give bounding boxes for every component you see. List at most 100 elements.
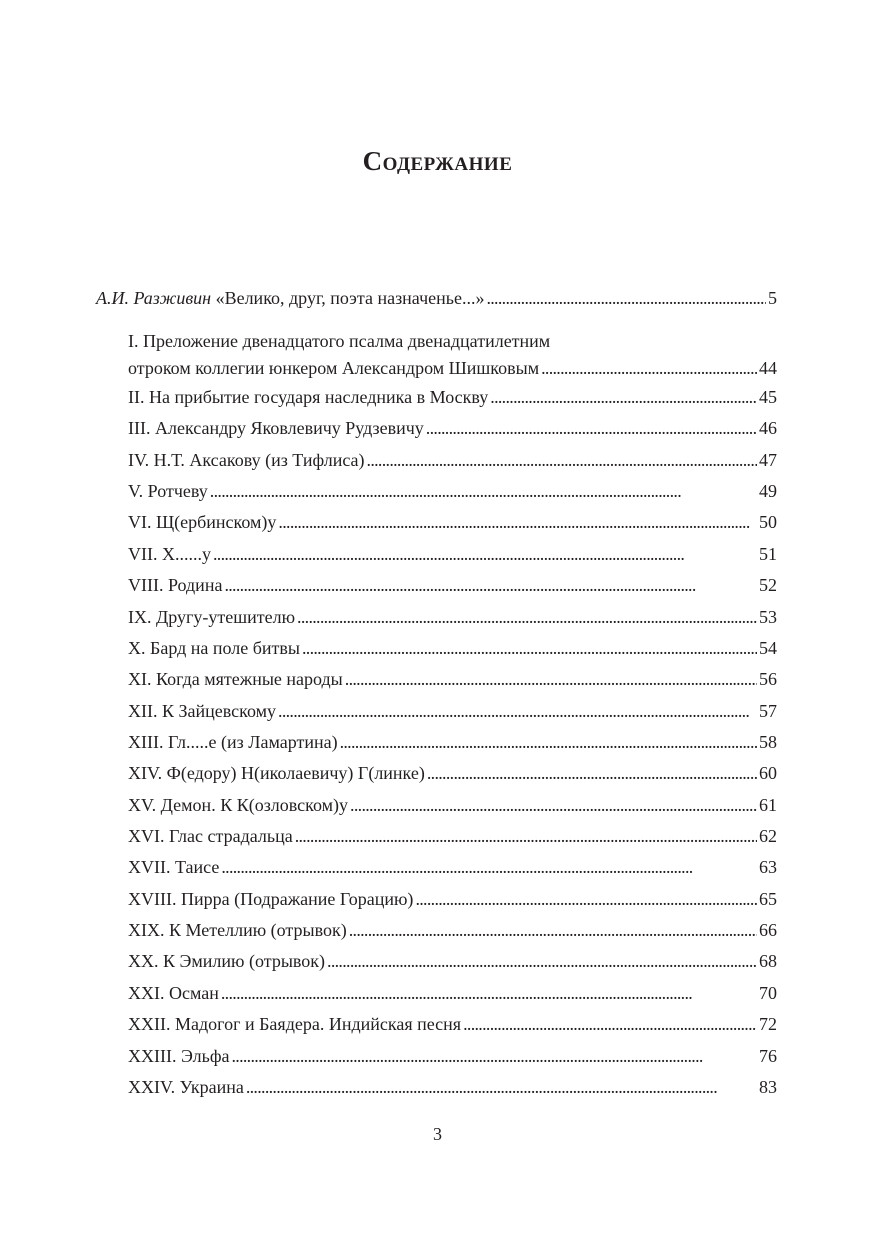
toc-entry-label: VII. Х......у — [128, 543, 211, 564]
toc-entry-intro: А.И. Разживин «Велико, друг, поэта назна… — [96, 287, 777, 309]
toc-entry: XIII. Гл.....е (из Ламартина) 58 — [128, 731, 777, 753]
toc-entry: X. Бард на поле битвы 54 — [128, 637, 777, 659]
dot-leader — [490, 386, 757, 408]
page-number: 3 — [433, 1124, 442, 1144]
toc-entry-label: VI. Щ(ербинском)у — [128, 512, 277, 533]
dot-leader — [345, 668, 757, 690]
toc-entry-label: VIII. Родина — [128, 575, 223, 596]
toc-entry-page: 49 — [759, 481, 777, 502]
dot-leader — [224, 574, 757, 596]
toc-entry-page: 46 — [759, 418, 777, 439]
dot-leader — [541, 357, 757, 379]
toc-entry-page: 72 — [759, 1014, 777, 1035]
toc-entry: XIX. К Метеллию (отрывок) 66 — [128, 919, 777, 941]
toc-entry-title: «Велико, друг, поэта назначенье...» — [215, 288, 485, 308]
dot-leader — [350, 794, 757, 816]
toc-entry: V. Ротчеву 49 — [128, 480, 777, 502]
toc-entry-page: 83 — [759, 1076, 777, 1097]
toc-entry: XVIII. Пирра (Подражание Горацию) 65 — [128, 888, 777, 910]
toc-entry-label: XXII. Мадогог и Баядера. Индийская песня — [128, 1014, 462, 1035]
toc-entry-label: XVII. Таисе — [128, 857, 220, 878]
toc-entry-page: 68 — [759, 951, 777, 972]
dot-leader — [340, 731, 757, 753]
toc-entry-label-line2: отроком коллегии юнкером Александром Шиш… — [128, 358, 540, 378]
dot-leader — [367, 449, 757, 471]
toc-entry: XXII. Мадогог и Баядера. Индийская песня… — [128, 1013, 777, 1035]
toc-entry-author: А.И. Разживин — [96, 288, 212, 308]
toc-entry-label: IV. Н.Т. Аксакову (из Тифлиса) — [128, 449, 365, 470]
toc-entry-label: XIX. К Метеллию (отрывок) — [128, 920, 347, 941]
dot-leader — [302, 637, 757, 659]
toc-entry-page: 5 — [768, 288, 777, 308]
toc-entry-page: 56 — [759, 669, 777, 690]
toc-entry-page: 57 — [759, 700, 777, 721]
toc-entry-label: А.И. Разживин «Велико, друг, поэта назна… — [96, 287, 484, 309]
dot-leader — [426, 417, 757, 439]
toc-entry-label: XII. К Зайцевскому — [128, 700, 277, 721]
toc-entry: XV. Демон. К К(озловском)у 61 — [128, 794, 777, 816]
toc-entry-page: 45 — [759, 387, 777, 407]
dot-leader — [415, 888, 757, 910]
dot-leader — [246, 1076, 757, 1098]
page-title: Содержание — [362, 146, 513, 176]
toc-entry-page: 65 — [759, 888, 777, 909]
dot-leader — [210, 480, 757, 502]
toc-entry-page: 60 — [759, 763, 777, 784]
toc-entry-label: XXI. Осман — [128, 982, 219, 1003]
dot-leader — [427, 762, 757, 784]
toc-entry-label: XVIII. Пирра (Подражание Горацию) — [128, 888, 414, 909]
toc-entry-label: XXIV. Украина — [128, 1076, 244, 1097]
toc-entry-page: 52 — [759, 575, 777, 596]
toc-entry: отроком коллегии юнкером Александром Шиш… — [128, 357, 777, 379]
toc-entry-page: 76 — [759, 1045, 777, 1066]
toc-entry-label: XIII. Гл.....е (из Ламартина) — [128, 731, 338, 752]
toc-entry-page: 63 — [759, 857, 777, 878]
toc-entry: XXIV. Украина 83 — [128, 1076, 777, 1098]
dot-leader — [297, 606, 757, 628]
toc-entry: XVI. Глас страдальца 62 — [128, 825, 777, 847]
dot-leader — [213, 543, 757, 565]
toc-entry: XI. Когда мятежные народы 56 — [128, 668, 777, 690]
toc-entry-label: XX. К Эмилию (отрывок) — [128, 951, 326, 972]
toc-entry-label: IX. Другу-утешителю — [128, 606, 296, 627]
toc-entry-label: XVI. Глас страдальца — [128, 826, 293, 847]
toc-entry: XII. К Зайцевскому 57 — [128, 700, 777, 722]
toc-entry: XXI. Осман 70 — [128, 982, 777, 1004]
toc-entry: VIII. Родина 52 — [128, 574, 777, 596]
toc-entry-page: 66 — [759, 920, 777, 941]
dot-leader — [278, 511, 757, 533]
toc-entry-page: 70 — [759, 982, 777, 1003]
dot-leader — [221, 856, 757, 878]
toc-entry-label-line1: I. Преложение двенадцатого псалма двенад… — [128, 331, 551, 351]
toc-entry-label: XIV. Ф(едору) Н(иколаевичу) Г(линке) — [128, 763, 425, 784]
toc-entry: XVII. Таисе 63 — [128, 856, 777, 878]
dot-leader — [231, 1045, 757, 1067]
dot-leader — [349, 919, 757, 941]
dot-leader — [327, 950, 757, 972]
toc-entry: XXIII. Эльфа 76 — [128, 1045, 777, 1067]
toc-entry-label: XI. Когда мятежные народы — [128, 669, 343, 690]
toc-entry-page: 62 — [759, 826, 777, 847]
dot-leader — [463, 1013, 757, 1035]
toc-entry-page: 51 — [759, 543, 777, 564]
dot-leader — [295, 825, 757, 847]
toc-entry: IV. Н.Т. Аксакову (из Тифлиса) 47 — [128, 449, 777, 471]
toc-entry: III. Александру Яковлевичу Рудзевичу 46 — [128, 417, 777, 439]
toc-entry-page: 53 — [759, 606, 777, 627]
toc-entry: VI. Щ(ербинском)у 50 — [128, 511, 777, 533]
toc-entry-label: X. Бард на поле битвы — [128, 637, 300, 658]
toc-entry-page: 58 — [759, 731, 777, 752]
toc-entry: II. На прибытие государя наследника в Мо… — [128, 386, 777, 408]
toc-entry: XIV. Ф(едору) Н(иколаевичу) Г(линке) 60 — [128, 762, 777, 784]
toc-entry-page: 50 — [759, 512, 777, 533]
dot-leader — [278, 700, 757, 722]
toc-entry-label: XV. Демон. К К(озловском)у — [128, 794, 349, 815]
toc-entry-page: 54 — [759, 637, 777, 658]
toc-entry: IX. Другу-утешителю 53 — [128, 606, 777, 628]
toc-entry: VII. Х......у 51 — [128, 543, 777, 565]
toc-entry: XX. К Эмилию (отрывок) 68 — [128, 950, 777, 972]
toc-entry-label: III. Александру Яковлевичу Рудзевичу — [128, 418, 424, 439]
dot-leader — [486, 287, 766, 309]
toc-entry-label: XXIII. Эльфа — [128, 1045, 230, 1066]
dot-leader — [221, 982, 757, 1004]
